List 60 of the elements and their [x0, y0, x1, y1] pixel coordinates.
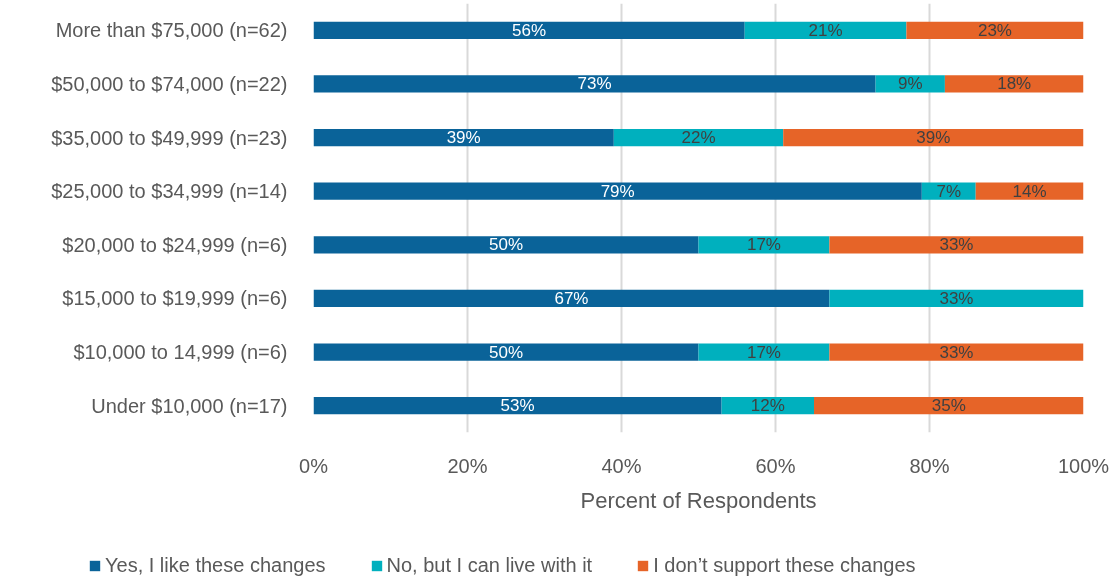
- data-label: 22%: [681, 128, 716, 148]
- bar: [698, 236, 830, 254]
- x-tick-label: 80%: [909, 454, 950, 477]
- data-label: 23%: [977, 20, 1012, 40]
- bar: [944, 75, 1084, 93]
- data-label: 18%: [997, 74, 1032, 94]
- y-tick-label: $50,000 to $74,000 (n=22): [51, 72, 288, 95]
- bar: [613, 128, 784, 147]
- bar: [906, 21, 1084, 39]
- data-label: 53%: [500, 396, 535, 416]
- data-label: 50%: [488, 235, 524, 255]
- data-label: 35%: [931, 396, 966, 416]
- x-tick-label: 0%: [299, 454, 329, 477]
- data-label: 17%: [746, 342, 781, 362]
- data-label: 7%: [936, 181, 962, 201]
- bar: [313, 343, 699, 361]
- bar: [313, 182, 922, 200]
- data-label: 56%: [512, 20, 547, 40]
- data-label: 12%: [750, 396, 785, 416]
- legend-label: Yes, I like these changes: [105, 554, 326, 577]
- data-label: 21%: [808, 20, 843, 40]
- y-tick-label: $15,000 to $19,999 (n=6): [62, 287, 288, 310]
- data-label: 79%: [600, 181, 635, 201]
- x-tick-label: 40%: [601, 454, 642, 477]
- data-label: 33%: [939, 235, 974, 255]
- data-label: 17%: [746, 235, 781, 255]
- bar: [814, 397, 1084, 415]
- y-tick-label: Under $10,000 (n=17): [91, 394, 288, 417]
- bar: [744, 21, 907, 39]
- bar: [783, 128, 1084, 147]
- y-tick-label: $20,000 to $24,999 (n=6): [62, 233, 288, 256]
- data-label: 33%: [939, 288, 974, 308]
- bar: [829, 343, 1084, 361]
- y-tick-label: $10,000 to 14,999 (n=6): [73, 341, 288, 364]
- bar: [313, 21, 745, 39]
- legend-label: I don’t support these changes: [653, 554, 916, 577]
- x-axis-title: Percent of Respondents: [580, 487, 817, 513]
- data-label: 39%: [446, 128, 481, 148]
- data-label: 50%: [488, 342, 524, 362]
- data-label: 73%: [577, 74, 612, 94]
- bar: [829, 236, 1084, 254]
- data-label: 14%: [1012, 181, 1047, 201]
- y-tick-label: More than $75,000 (n=62): [55, 19, 288, 42]
- bar: [313, 128, 614, 147]
- bar: [829, 289, 1084, 308]
- x-tick-label: 20%: [447, 454, 488, 477]
- data-label: 9%: [897, 74, 923, 94]
- x-tick-label: 100%: [1057, 454, 1110, 477]
- y-tick-label: $25,000 to $34,999 (n=14): [51, 180, 288, 203]
- data-label: 39%: [916, 128, 951, 148]
- bar: [313, 397, 722, 415]
- data-label: 67%: [554, 288, 589, 308]
- bar: [313, 289, 830, 308]
- bar: [313, 75, 876, 93]
- data-label: 33%: [939, 342, 974, 362]
- y-tick-label: $35,000 to $49,999 (n=23): [51, 126, 288, 149]
- bar: [698, 343, 830, 361]
- legend-label: No, but I can live with it: [386, 554, 593, 577]
- bar: [313, 236, 699, 254]
- x-tick-label: 60%: [755, 454, 796, 477]
